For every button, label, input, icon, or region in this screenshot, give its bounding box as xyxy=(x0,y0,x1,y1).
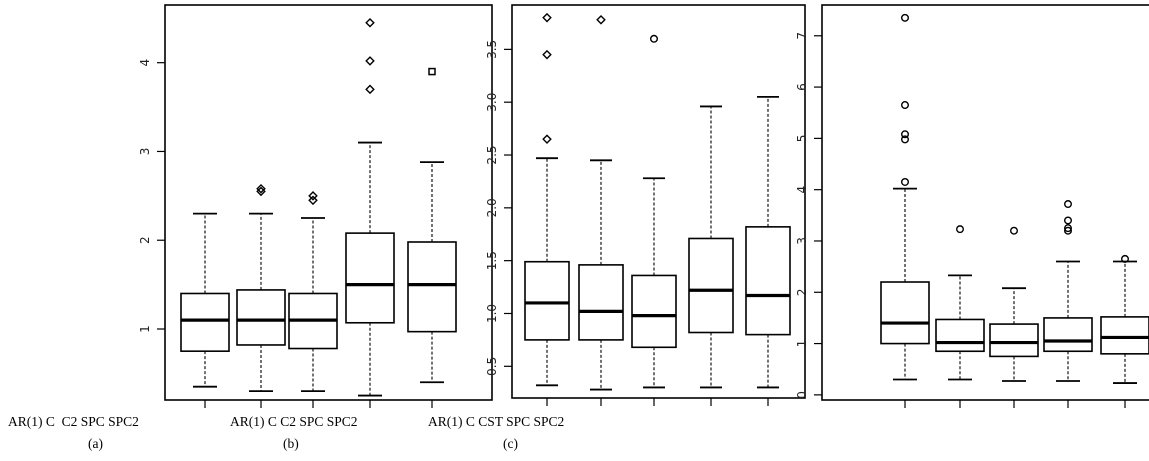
outlier-point xyxy=(901,101,910,110)
panel-c-xlabel: AR(1) C CST SPC SPC2 xyxy=(428,414,565,429)
panel-b-label: (b) xyxy=(283,436,299,451)
iqr-box xyxy=(745,226,791,336)
box-5 xyxy=(1100,254,1149,384)
y-tick-label: 3 xyxy=(795,237,809,245)
outlier-point xyxy=(542,12,552,23)
iqr-box xyxy=(688,237,734,334)
box-3 xyxy=(288,191,338,393)
iqr-box xyxy=(524,260,570,341)
iqr-box xyxy=(631,274,677,349)
panel-a-xlabel: AR(1) C C2 SPC SPC2 xyxy=(8,414,139,429)
box-4 xyxy=(345,17,395,397)
box-2 xyxy=(935,225,985,381)
y-tick-label: 0 xyxy=(795,391,809,399)
box-3 xyxy=(989,226,1039,382)
iqr-box xyxy=(1100,316,1149,355)
box-1 xyxy=(880,13,930,381)
iqr-box xyxy=(578,264,624,341)
y-tick-label: 2.0 xyxy=(485,198,499,217)
box-3 xyxy=(631,34,677,389)
y-tick-label: 6 xyxy=(795,83,809,91)
y-tick-label: 2 xyxy=(795,288,809,296)
outlier-point xyxy=(1063,200,1072,209)
iqr-box xyxy=(935,318,985,353)
iqr-box xyxy=(989,323,1039,358)
y-tick-label: 4 xyxy=(138,59,152,67)
y-tick-label: 5 xyxy=(795,135,809,143)
y-tick-label: 3.0 xyxy=(485,93,499,112)
y-tick-label: 3.5 xyxy=(485,40,499,59)
outlier-point xyxy=(901,13,910,22)
y-tick-label: 1.5 xyxy=(485,251,499,270)
outlier-point xyxy=(1120,254,1129,263)
outlier-point xyxy=(308,195,318,206)
iqr-box xyxy=(236,289,286,346)
y-tick-label: 7 xyxy=(795,32,809,40)
panel-b-xlabel: AR(1) C C2 SPC SPC2 xyxy=(230,414,358,429)
outlier-point xyxy=(1063,224,1072,233)
outlier-point xyxy=(256,186,266,197)
box-1 xyxy=(524,12,570,387)
plot-frame xyxy=(164,4,493,401)
outlier-point xyxy=(1010,226,1019,235)
iqr-box xyxy=(180,292,230,352)
outlier-point xyxy=(365,84,375,95)
outlier-point xyxy=(308,191,318,201)
chart-panel-c: 0 1 2 3 4 5 6 7 xyxy=(795,4,1149,408)
iqr-box xyxy=(407,241,457,333)
outlier-point xyxy=(956,225,965,234)
y-tick-label: 1.0 xyxy=(485,304,499,323)
plot-frame xyxy=(511,4,806,399)
iqr-box xyxy=(345,232,395,324)
outlier-point xyxy=(1063,216,1072,225)
outlier-point xyxy=(650,34,659,43)
panel-c-label: (c) xyxy=(503,436,518,451)
outlier-point xyxy=(901,130,910,139)
y-tick-label: 4 xyxy=(795,186,809,194)
box-5 xyxy=(407,67,457,384)
outlier-point xyxy=(542,134,552,144)
outlier-point xyxy=(365,17,375,28)
box-2 xyxy=(578,15,624,391)
y-tick-label: 2.5 xyxy=(485,145,499,164)
box-4 xyxy=(688,105,734,389)
outlier-point xyxy=(256,183,266,194)
outlier-point xyxy=(365,56,375,66)
outlier-point xyxy=(1063,226,1072,235)
outlier-point xyxy=(901,135,910,144)
panel-a-label: (a) xyxy=(88,436,103,451)
outlier-point xyxy=(901,177,910,186)
outlier-point xyxy=(542,49,552,60)
chart-panel-b: 0.5 1.0 1.5 2.0 2.5 3.0 3.5 xyxy=(485,4,806,406)
y-tick-label: 3 xyxy=(138,148,152,156)
y-tick-label: 1 xyxy=(795,340,809,348)
box-4 xyxy=(1043,200,1093,382)
box-1 xyxy=(180,212,230,388)
outlier-point xyxy=(428,67,436,76)
iqr-box xyxy=(1043,317,1093,353)
box-2 xyxy=(236,183,286,393)
y-tick-label: 0.5 xyxy=(485,357,499,376)
outlier-point xyxy=(596,15,606,25)
iqr-box xyxy=(880,281,930,345)
chart-panel-a: 1 2 3 4 xyxy=(138,4,493,408)
y-tick-label: 2 xyxy=(138,236,152,244)
y-tick-label: 1 xyxy=(138,325,152,333)
plot-frame xyxy=(821,4,1149,401)
box-5 xyxy=(745,96,791,389)
